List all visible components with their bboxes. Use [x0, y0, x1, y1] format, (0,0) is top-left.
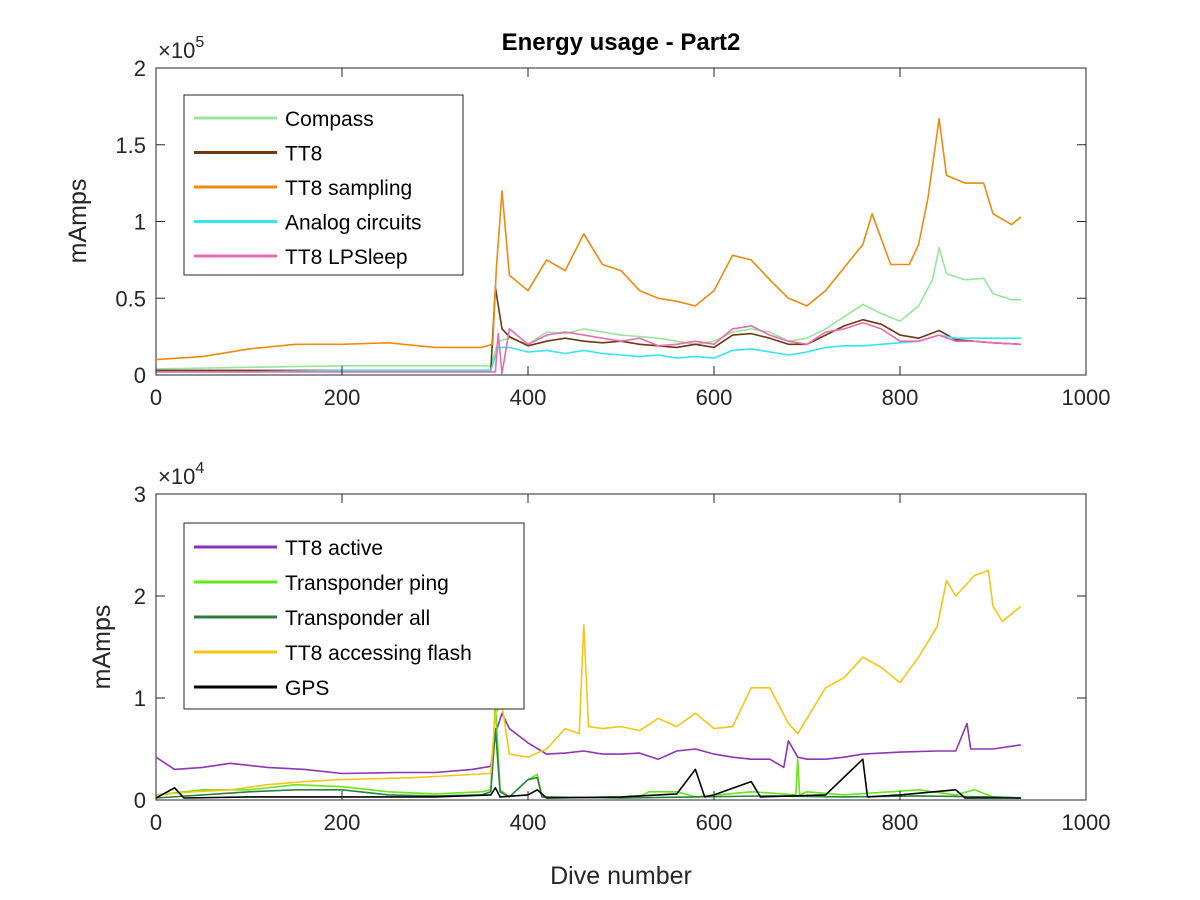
top-plot-y-multiplier-base: ×10 [158, 38, 195, 63]
x-axis-label: Dive number [550, 862, 692, 890]
top-plot-x-tick-label: 600 [696, 385, 733, 410]
top-plot-y-multiplier-exponent: 5 [195, 34, 204, 51]
bottom-plot-y-axis-label: mAmps [88, 605, 116, 690]
top-plot-legend-box [183, 94, 464, 276]
bottom-plot-y-multiplier-exponent: 4 [195, 460, 204, 477]
bottom-plot-y-tick-label: 1 [134, 686, 146, 711]
top-plot-y-multiplier: ×105 [158, 34, 204, 63]
top-plot-y-tick-label: 0.5 [115, 286, 146, 311]
top-plot-y-axis-label: mAmps [64, 179, 92, 264]
top-plot-y-tick-label: 1.5 [115, 133, 146, 158]
series-line-tt8-lpsleep [156, 321, 1021, 375]
bottom-plot-y-tick-label: 0 [134, 788, 146, 813]
bottom-plot-y-multiplier-base: ×10 [158, 464, 195, 489]
series-line-tt8-active [155, 712, 1022, 775]
bottom-plot-x-tick-label: 800 [882, 810, 919, 835]
top-plot-x-tick-label: 0 [150, 385, 162, 410]
top-plot-y-tick-label: 0 [134, 363, 146, 388]
series-line-transponder-ping [155, 702, 1021, 799]
bottom-plot-x-tick-label: 400 [510, 810, 547, 835]
legend-label-gps: GPS [285, 677, 329, 700]
bottom-plot-legend: TT8 active Transponder ping Transponder al… [183, 522, 525, 710]
series-line-gps [155, 758, 1021, 799]
series-line-transponder-all [155, 727, 1021, 799]
legend-label-tt8-active: TT8 active [285, 537, 383, 560]
series-line-compass [155, 246, 1021, 370]
legend-label-transponder-ping: Transponder ping [285, 572, 449, 595]
top-plot-x-tick-label: 1000 [1062, 385, 1111, 410]
bottom-plot-x-tick-label: 200 [324, 810, 361, 835]
top-plot-panel: 0 200 400 600 800 1000 0 0.5 1 1.5 2 Energy usage … [64, 29, 1110, 410]
top-plot-ticks: 0 200 400 600 800 1000 0 0.5 1 1.5 2 [115, 56, 1110, 410]
legend-label-tt8-lpsleep: TT8 LPSleep [285, 246, 408, 269]
legend-label-tt8-sampling: TT8 sampling [285, 177, 412, 200]
top-plot-y-tick-label: 2 [134, 56, 146, 81]
bottom-plot-y-multiplier: ×104 [158, 460, 204, 489]
legend-label-tt8-accessing-flash: TT8 accessing flash [285, 642, 472, 665]
bottom-plot-x-tick-label: 0 [150, 810, 162, 835]
bottom-plot-series [155, 569, 1022, 799]
legend-label-analog-circuits: Analog circuits [285, 212, 422, 235]
top-plot-series [155, 117, 1022, 375]
top-plot-x-tick-label: 800 [882, 385, 919, 410]
bottom-plot-y-tick-label: 3 [134, 482, 146, 507]
legend-label-compass: Compass [285, 108, 374, 131]
top-plot-legend: Compass TT8 TT8 sampling Analog circuits TT8… [183, 94, 464, 276]
top-plot-y-tick-label: 1 [134, 210, 146, 235]
series-line-tt8-accessing-flash [155, 569, 1022, 796]
chart-title: Energy usage - Part2 [502, 29, 741, 56]
series-line-tt8 [156, 286, 1021, 372]
bottom-plot-x-tick-label: 1000 [1062, 810, 1111, 835]
bottom-plot-y-tick-label: 2 [134, 584, 146, 609]
legend-label-tt8: TT8 [285, 143, 322, 166]
top-plot-x-tick-label: 200 [324, 385, 361, 410]
bottom-plot-ticks: 0 200 400 600 800 1000 0 1 2 3 [134, 482, 1111, 835]
top-plot-x-tick-label: 400 [510, 385, 547, 410]
series-line-tt8-sampling [155, 117, 1022, 361]
legend-label-transponder-all: Transponder all [285, 607, 430, 630]
bottom-plot-x-tick-label: 600 [696, 810, 733, 835]
